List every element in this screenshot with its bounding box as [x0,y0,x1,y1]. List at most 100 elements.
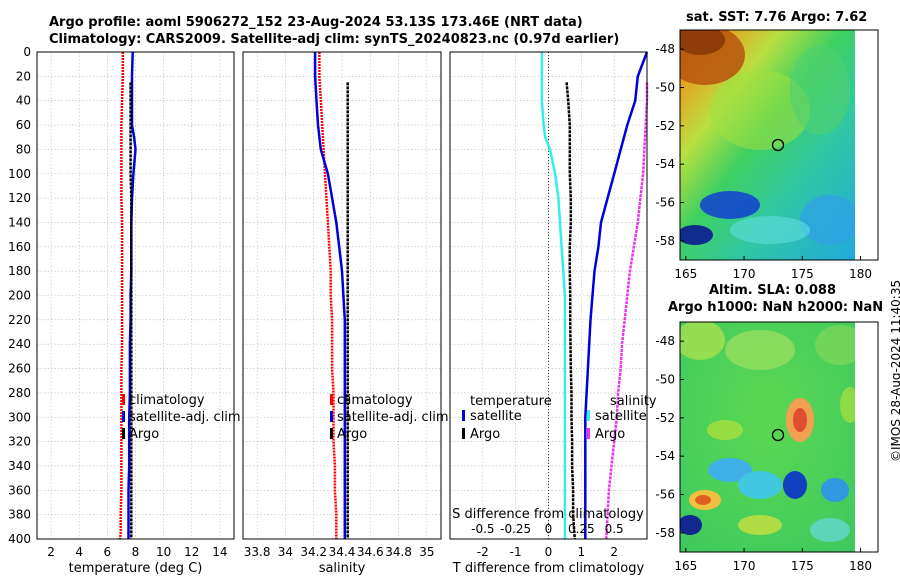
title-line-2: Climatology: CARS2009. Satellite-adj cli… [49,32,620,47]
legend-group-title: salinity [610,394,657,409]
x-tick-label: -1 [510,545,522,559]
legend-label: Argo [337,427,367,442]
sla-argo-marker [771,428,785,442]
legend-label: satellite [595,409,647,424]
title-line-1: Argo profile: aoml 5906272_152 23-Aug-20… [49,15,583,30]
series-line-temperature-satellite [540,52,567,539]
y-tick-label: 300 [8,410,31,424]
temperature-panel: 2 4 6 8 10 12 14020406080100120140160180200220… [8,45,241,576]
legend-label: satellite-adj. clim [129,410,241,425]
y-tick-label: 0 [23,45,31,59]
legend-swatch [122,411,125,422]
map-y-tick-label: -52 [655,411,675,425]
legend-label: Argo [129,427,159,442]
x-tick-label: 1 [578,545,586,559]
x-tick-label: -2 [477,545,489,559]
legend-swatch [462,410,465,421]
map-y-tick-label: -58 [655,234,675,248]
x-tick-label: 2 [47,545,55,559]
sst-map-title: sat. SST: 7.76 Argo: 7.62 [686,10,868,25]
series-line-satellite-adj-clim [313,52,347,539]
plot-frame [449,51,648,540]
x-axis-label: salinity [319,561,366,576]
x-tick-label: 8 [132,545,140,559]
series-line-salinity-argo [605,82,649,540]
x-tick-label: 34.8 [385,545,412,559]
y-tick-label: 240 [8,337,31,351]
legend-label: Argo [595,427,625,442]
x-tick-label: 34 [278,545,293,559]
map-x-tick-label: 170 [733,559,756,573]
s-diff-tick-label: -0.5 [471,522,494,536]
y-tick-label: 260 [8,362,31,376]
y-tick-label: 320 [8,435,31,449]
x-tick-label: 35 [419,545,434,559]
map-y-tick-label: -50 [655,81,675,95]
series-line-argo [129,82,133,539]
x-tick-label: 0 [545,545,553,559]
x-tick-label: 4 [75,545,83,559]
salinity-panel: 33.8 34 34.2 34.4 34.6 34.8 35 salinity climatol… [242,51,449,576]
y-tick-label: 140 [8,215,31,229]
x-tick-label: 12 [184,545,199,559]
s-diff-tick-label: 0 [545,522,553,536]
map-y-tick-label: -56 [655,488,675,502]
x-axis-label: temperature (deg C) [69,561,203,576]
sst-argo-marker [771,138,785,152]
map-y-tick-label: -48 [655,42,675,56]
sst-map: 165 170 175 180 -48 -50 -52 -54 -56 -58 [655,29,879,281]
y-tick-label: 60 [16,118,31,132]
map-x-tick-label: 165 [674,559,697,573]
sst-heatmap-image [680,30,878,260]
legend-label: climatology [129,393,205,408]
legend-label: satellite [470,409,522,424]
sla-map-title-2: Argo h1000: NaN h2000: NaN [668,300,884,315]
s-diff-tick-label: 0.25 [568,522,595,536]
series-line-temperature-argo [565,82,577,540]
x-tick-label: 33.8 [244,545,271,559]
y-tick-label: 380 [8,508,31,522]
x-tick-label: 14 [212,545,227,559]
y-tick-label: 120 [8,191,31,205]
y-tick-label: 160 [8,240,31,254]
y-tick-label: 80 [16,142,31,156]
map-y-tick-label: -58 [655,526,675,540]
y-tick-label: 40 [16,94,31,108]
s-diff-axis-label: S difference from climatology [452,507,644,522]
y-tick-label: 20 [16,69,31,83]
x-tick-label: 2 [610,545,618,559]
y-tick-label: 100 [8,167,31,181]
s-diff-tick-label: 0.5 [605,522,624,536]
legend-label: climatology [337,393,413,408]
y-tick-label: 280 [8,386,31,400]
map-x-tick-label: 175 [791,559,814,573]
legend-swatch [462,428,465,439]
series-line-salinity-satellite [584,51,649,539]
series-line-climatology [318,52,338,539]
y-tick-label: 340 [8,459,31,473]
x-tick-label: 6 [104,545,112,559]
map-y-tick-label: -54 [655,449,675,463]
series-line-climatology [118,52,125,540]
map-y-tick-label: -56 [655,196,675,210]
x-axis-label: T difference from climatology [452,561,645,576]
plot-frame [36,51,235,540]
legend-swatch [122,394,125,405]
y-tick-label: 200 [8,289,31,303]
legend-swatch [330,428,333,439]
map-y-tick-label: -50 [655,373,675,387]
x-tick-label: 34.4 [329,545,356,559]
y-tick-label: 220 [8,313,31,327]
legend-label: satellite-adj. clim [337,410,449,425]
map-x-tick-label: 170 [733,267,756,281]
sla-map-title-1: Altim. SLA: 0.088 [709,283,836,298]
s-diff-tick-label: -0.25 [500,522,531,536]
plot-frame [242,51,442,540]
y-tick-label: 180 [8,264,31,278]
legend-group-title: temperature [470,394,552,409]
y-tick-label: 400 [8,532,31,546]
legend-label: Argo [470,427,500,442]
map-x-tick-label: 165 [674,267,697,281]
legend-swatch [587,428,590,439]
